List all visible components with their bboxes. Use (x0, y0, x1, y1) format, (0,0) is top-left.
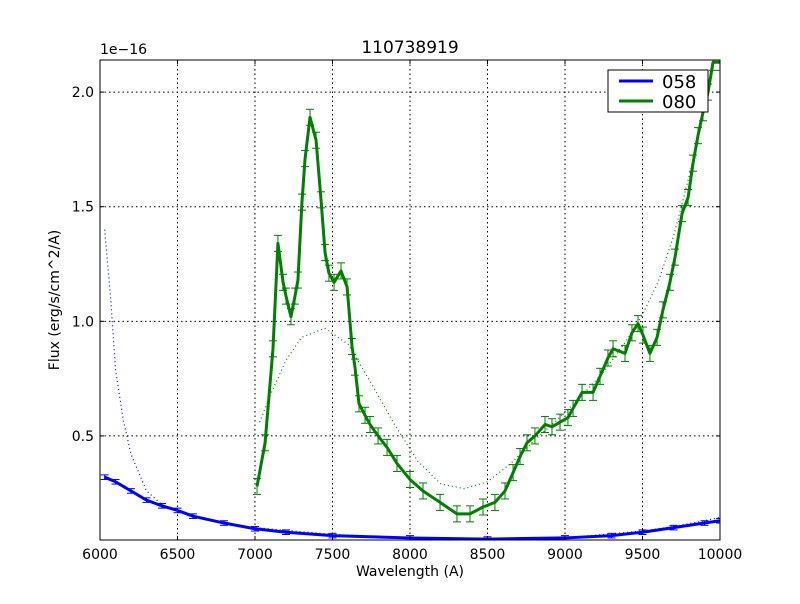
data-line-058 (104, 475, 720, 540)
y-tick-label: 1.0 (72, 314, 94, 330)
legend: 058 080 (607, 69, 709, 113)
x-tick-label: 9500 (625, 547, 661, 563)
grid (100, 60, 720, 540)
legend-label-080: 080 (662, 92, 696, 113)
x-tick-label: 8500 (470, 547, 506, 563)
y-tick-label: 2.0 (72, 85, 94, 101)
x-axis-label: Wavelength (A) (356, 564, 464, 580)
y-tick-label: 0.5 (72, 429, 94, 445)
y-tick-label: 1.5 (72, 200, 94, 216)
x-tick-label: 8000 (392, 547, 428, 563)
x-tick-label: 6500 (160, 547, 196, 563)
series-layer (100, 60, 720, 540)
y-axis-label: Flux (erg/s/cm^2/A) (47, 230, 63, 370)
x-tick-label: 7000 (237, 547, 273, 563)
x-tick-label: 9000 (547, 547, 583, 563)
legend-box (607, 69, 709, 113)
legend-label-058: 058 (662, 72, 696, 93)
y-offset-label: 1e−16 (100, 42, 147, 58)
x-tick-label: 10000 (698, 547, 743, 563)
ticks: 6000 6500 7000 7500 8000 8500 9000 9500 10000 0.5… (72, 60, 743, 563)
chart-title: 110738919 (361, 38, 458, 58)
x-tick-label: 6000 (82, 547, 118, 563)
x-tick-label: 7500 (315, 547, 351, 563)
data-line-080 (255, 60, 720, 516)
